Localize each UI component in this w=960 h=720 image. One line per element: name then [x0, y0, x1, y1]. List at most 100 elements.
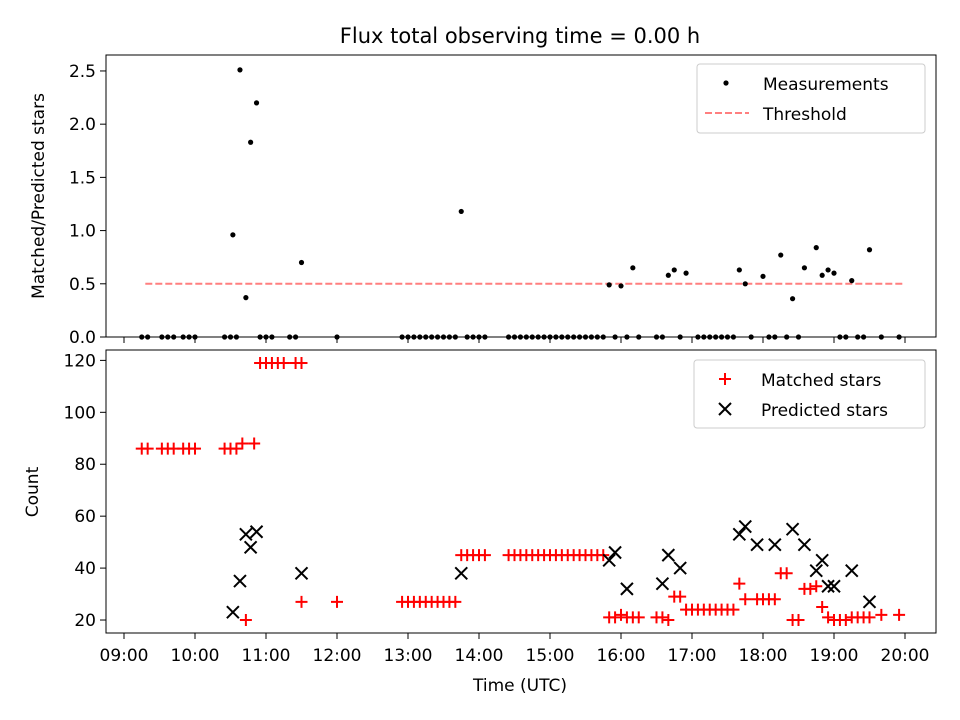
x-tick-label: 12:00 — [313, 646, 362, 666]
predicted-star-point — [608, 545, 622, 560]
measurement-point — [298, 259, 305, 266]
predicted-star-point — [294, 566, 309, 580]
matched-star-point — [248, 437, 261, 450]
measurement-point — [760, 273, 766, 279]
matched-star-point — [674, 590, 687, 603]
measurement-point — [789, 296, 796, 302]
matched-star-point — [615, 608, 627, 621]
top-axes-frame — [105, 54, 937, 338]
measurement-point — [831, 270, 837, 276]
measurement-point — [618, 283, 624, 289]
legend-marker-measurements — [723, 80, 729, 86]
predicted-star-point — [750, 538, 764, 552]
y-tick-label: 1.0 — [69, 222, 96, 242]
matched-star-point — [768, 593, 781, 606]
legend-marker-predicted — [718, 402, 732, 416]
y-tick-label: 80 — [74, 455, 96, 475]
x-tick-label: 13:00 — [384, 646, 433, 666]
measurement-point — [813, 245, 819, 251]
y-tick-label: 20 — [74, 611, 96, 631]
matched-star-point — [733, 577, 746, 590]
y-tick-label: 100 — [64, 403, 96, 423]
measurement-point — [866, 247, 873, 253]
measurement-point — [778, 252, 784, 258]
y-tick-label: 40 — [74, 559, 96, 579]
x-tick-label: 14:00 — [455, 646, 504, 666]
measurement-point — [736, 267, 742, 273]
predicted-star-point — [620, 582, 634, 596]
top-panel: 0.0 0.5 1.0 1.5 2.0 2.5 Matched/Predicted sta… — [29, 54, 937, 348]
x-tick-label: 18:00 — [739, 646, 788, 666]
x-tick-label: 20:00 — [881, 646, 930, 666]
chart-title: Flux total observing time = 0.00 h — [340, 24, 700, 48]
predicted-star-point — [785, 522, 800, 536]
matched-star-point — [239, 614, 252, 627]
matched-star-point — [822, 611, 835, 624]
predicted-star-point — [815, 553, 829, 568]
predicted-star-point — [827, 579, 841, 593]
predicted-star-point — [226, 605, 240, 619]
matched-star-point — [662, 614, 675, 627]
matched-star-point — [804, 582, 817, 595]
y-tick-label: 2.5 — [69, 62, 96, 82]
legend-marker-matched — [719, 373, 731, 385]
bottom-legend: Matched stars Predicted stars — [693, 359, 926, 429]
y-tick-label: 2.0 — [69, 115, 96, 135]
predicted-star-point — [454, 566, 468, 580]
predicted-star-point — [809, 563, 823, 578]
matched-star-point — [875, 608, 888, 621]
measurement-point — [801, 265, 808, 271]
matched-star-point — [295, 356, 308, 369]
y-tick-label: 120 — [64, 351, 96, 371]
x-tick-label: 11:00 — [242, 646, 291, 666]
matched-star-point — [839, 614, 852, 627]
matched-star-point — [236, 437, 249, 450]
predicted-star-point — [821, 579, 835, 593]
bottom-panel: 20 40 60 80 100 120 09:00 10:00 11:00 12:00 13:00 1… — [23, 349, 937, 696]
bottom-axes-frame — [105, 349, 937, 634]
matched-star-points — [135, 356, 906, 627]
matched-star-point — [331, 595, 343, 608]
top-legend-box — [696, 63, 926, 134]
matched-star-point — [739, 593, 752, 606]
top-y-axis-label: Matched/Predicted stars — [29, 93, 49, 299]
measurement-point — [849, 278, 855, 284]
x-axis-label: Time (UTC) — [472, 676, 567, 696]
x-tick-label: 19:00 — [810, 646, 859, 666]
matched-star-point — [449, 595, 462, 608]
legend-label-threshold: Threshold — [762, 105, 847, 125]
measurement-point — [606, 282, 612, 288]
predicted-star-point — [862, 595, 877, 609]
measurement-point — [630, 265, 636, 271]
matched-star-point — [277, 356, 290, 369]
measurement-point — [671, 267, 677, 273]
predicted-star-point — [768, 538, 782, 552]
matched-star-point — [816, 601, 829, 614]
matched-star-point — [780, 567, 793, 580]
measurement-point — [243, 295, 249, 301]
measurement-point — [825, 267, 831, 273]
predicted-star-point — [655, 576, 670, 591]
predicted-star-point — [602, 553, 616, 568]
measurement-point — [458, 208, 464, 215]
legend-label-predicted: Predicted stars — [761, 401, 888, 421]
predicted-star-point — [845, 563, 859, 578]
x-tick-label: 15:00 — [526, 646, 575, 666]
predicted-star-point — [243, 540, 258, 555]
bottom-axis-ticks: 20 40 60 80 100 120 09:00 10:00 11:00 12:00 13:00 1… — [64, 351, 930, 666]
matched-star-point — [478, 549, 491, 562]
predicted-star-point — [797, 538, 812, 552]
matched-star-point — [863, 611, 876, 624]
measurement-point — [237, 67, 243, 73]
bottom-y-axis-label: Count — [23, 466, 43, 517]
y-tick-label: 60 — [74, 507, 96, 527]
matched-star-point — [230, 442, 243, 455]
predicted-star-point — [673, 561, 687, 575]
matched-star-point — [609, 611, 622, 624]
measurement-point — [248, 139, 254, 145]
matched-star-point — [792, 614, 805, 627]
matched-star-point — [656, 611, 669, 624]
legend-label-matched: Matched stars — [761, 371, 881, 391]
x-tick-label: 10:00 — [171, 646, 220, 666]
